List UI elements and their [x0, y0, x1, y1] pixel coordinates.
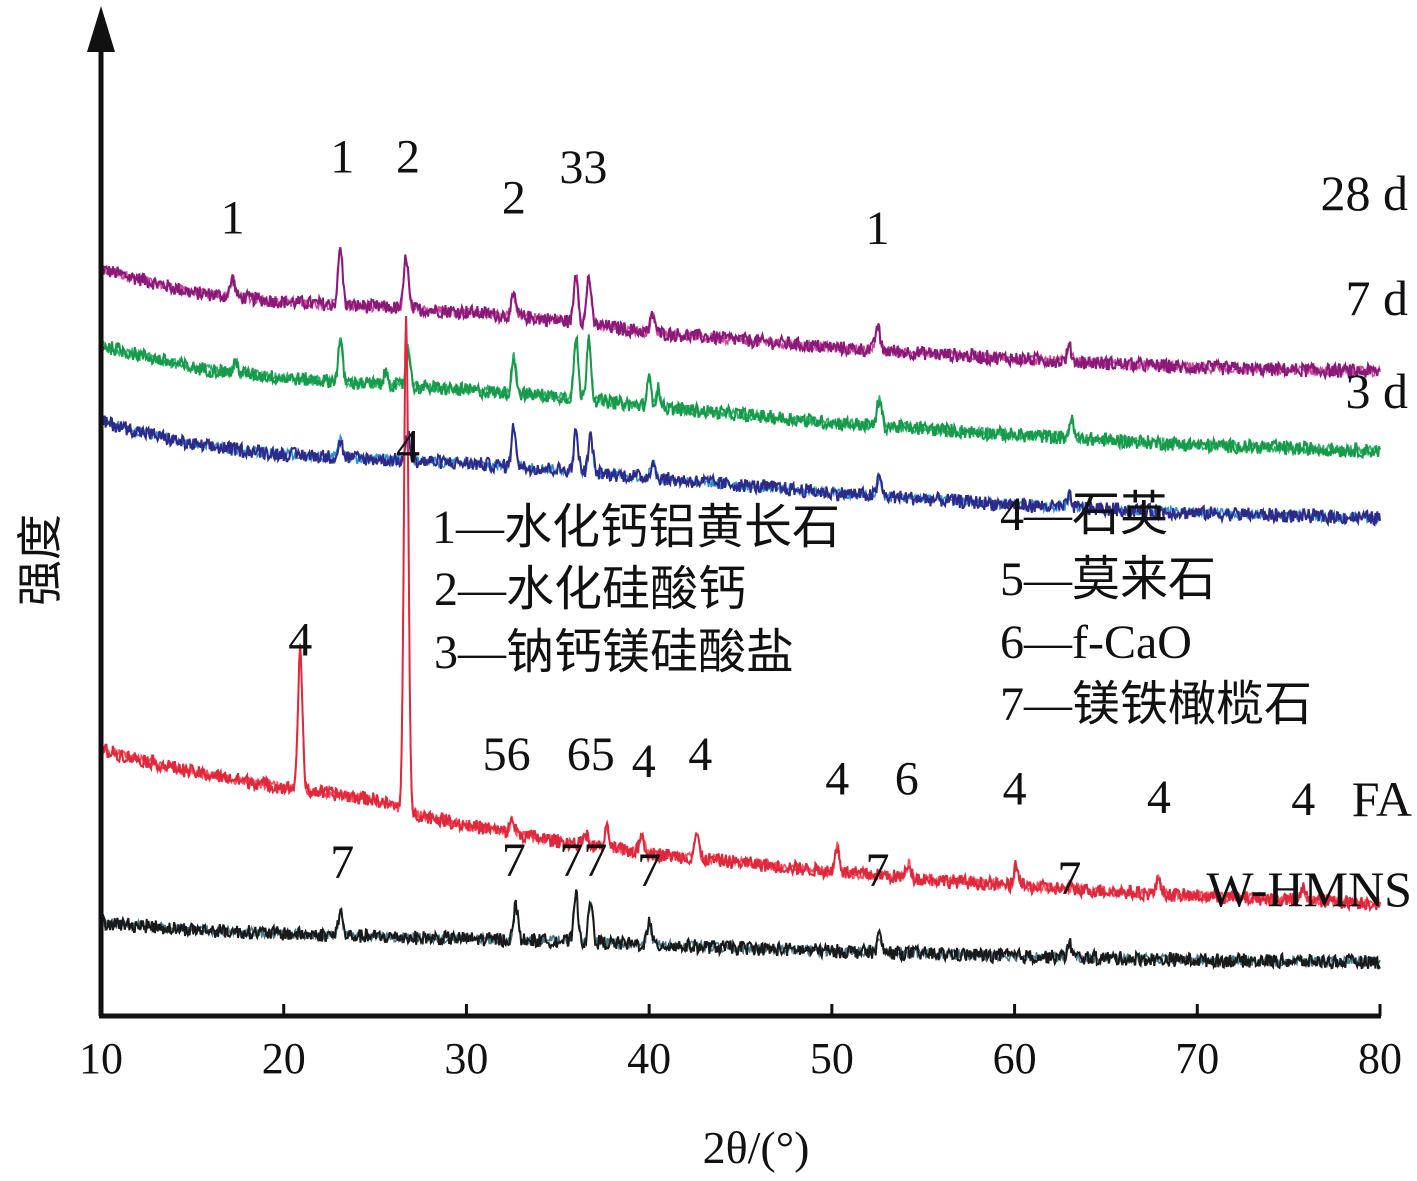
series-line-7-d [100, 334, 1381, 460]
series-line-3-d [100, 415, 1381, 528]
legend-item-5: 5—莫来石 [1000, 553, 1216, 606]
peak-label: 2 [502, 171, 526, 224]
legend-item-6: 6—f-CaO [1000, 616, 1192, 669]
x-tick-label: 80 [1358, 1034, 1402, 1083]
peak-label: 4 [1291, 773, 1315, 826]
series-line-28-d-overlay [100, 252, 1381, 378]
x-tick-label: 10 [79, 1034, 123, 1083]
peak-label: 4 [288, 613, 312, 666]
legend-item-4: 4—石英 [1000, 488, 1168, 541]
x-tick-label: 20 [262, 1034, 306, 1083]
peak-label: 4 [1003, 763, 1027, 816]
peak-label: 7 [866, 844, 890, 897]
peak-label: 4 [825, 753, 849, 806]
peak-label: 1 [330, 131, 354, 184]
peak-label: 6 [895, 753, 919, 806]
y-axis-arrow [87, 6, 115, 52]
peak-label: 33 [559, 141, 607, 194]
series-name-3d: 3 d [1346, 363, 1409, 419]
x-tick-label: 30 [444, 1034, 488, 1083]
legend-item-2: 2—水化硅酸钙 [434, 563, 746, 616]
peak-label: 7 [1057, 852, 1081, 905]
peak-label: 4 [688, 728, 712, 781]
series-line-fa [100, 315, 1381, 913]
x-tick-label: 50 [810, 1034, 854, 1083]
series-line-w-hmns [100, 889, 1381, 971]
y-axis-title: 强度 [15, 514, 66, 606]
series-name-28d: 28 d [1321, 165, 1409, 221]
x-tick-label: 60 [993, 1034, 1037, 1083]
x-tick-label: 70 [1175, 1034, 1219, 1083]
legend-item-7: 7—镁铁橄榄石 [1000, 678, 1312, 731]
series-name-7d: 7 d [1346, 270, 1409, 326]
peak-label: 4 [632, 735, 656, 788]
peak-label: 2 [396, 131, 420, 184]
legend-item-3: 3—钠钙镁硅酸盐 [434, 626, 794, 679]
peak-label: 7 [637, 844, 661, 897]
peak-label: 1 [221, 192, 245, 245]
x-tick-layer: 10 20 30 40 50 60 70 80 [79, 1004, 1402, 1083]
peak-label: 1 [866, 202, 890, 255]
peak-label: 4 [396, 420, 420, 473]
series-line-7-d-overlay [100, 337, 1381, 458]
peak-label: 7 [330, 836, 354, 889]
series-layer [100, 246, 1381, 971]
peak-label: 56 [483, 728, 531, 781]
peak-label: 4 [1147, 771, 1171, 824]
series-name-w-hmns: W-HMNS [1206, 861, 1412, 917]
peak-label: 65 [567, 728, 615, 781]
legend-item-1: 1—水化钙铝黄长石 [432, 501, 840, 554]
x-axis-title: 2θ/(°) [703, 1122, 810, 1173]
peak-label: 77 [559, 834, 607, 887]
series-name-fa: FA [1352, 771, 1412, 827]
legend: 1—水化钙铝黄长石 2—水化硅酸钙 3—钠钙镁硅酸盐 4—石英 5—莫来石 6—… [432, 488, 1312, 731]
x-tick-label: 40 [627, 1034, 671, 1083]
series-line-28-d [100, 246, 1381, 381]
peak-label: 7 [502, 834, 526, 887]
